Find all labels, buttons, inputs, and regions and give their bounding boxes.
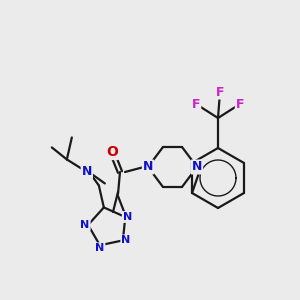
Text: O: O xyxy=(106,145,118,159)
Text: N: N xyxy=(95,243,104,253)
Text: N: N xyxy=(82,165,92,178)
Text: F: F xyxy=(236,98,244,110)
Text: N: N xyxy=(121,236,130,245)
Text: N: N xyxy=(123,212,132,222)
Text: F: F xyxy=(192,98,200,110)
Text: N: N xyxy=(192,160,202,173)
Text: F: F xyxy=(216,85,224,98)
Text: N: N xyxy=(143,160,153,173)
Text: N: N xyxy=(80,220,90,230)
